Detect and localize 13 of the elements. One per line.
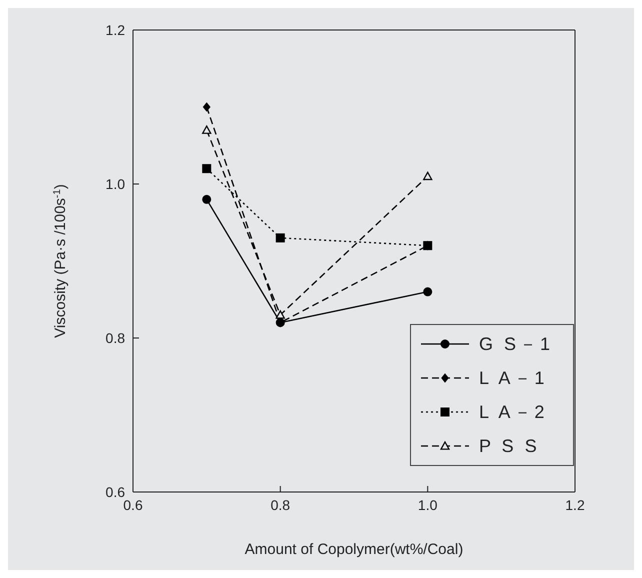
legend-label: P S S — [479, 436, 540, 456]
y-tick-label: 1.2 — [106, 22, 126, 38]
y-tick-label: 0.6 — [106, 484, 126, 500]
y-tick-label: 1.0 — [106, 176, 126, 192]
legend-label: L A－2 — [479, 401, 548, 424]
x-axis-title: Amount of Copolymer(wt%/Coal) — [244, 541, 464, 558]
legend-label: G S－1 — [479, 333, 554, 356]
x-tick-label: 0.6 — [123, 496, 143, 513]
x-tick-label: 1.0 — [418, 496, 438, 513]
x-tick-label: 1.2 — [565, 496, 585, 513]
legend-label: L A－1 — [479, 367, 548, 390]
y-tick-label: 0.8 — [106, 330, 126, 346]
x-tick-label: 0.8 — [270, 496, 290, 513]
